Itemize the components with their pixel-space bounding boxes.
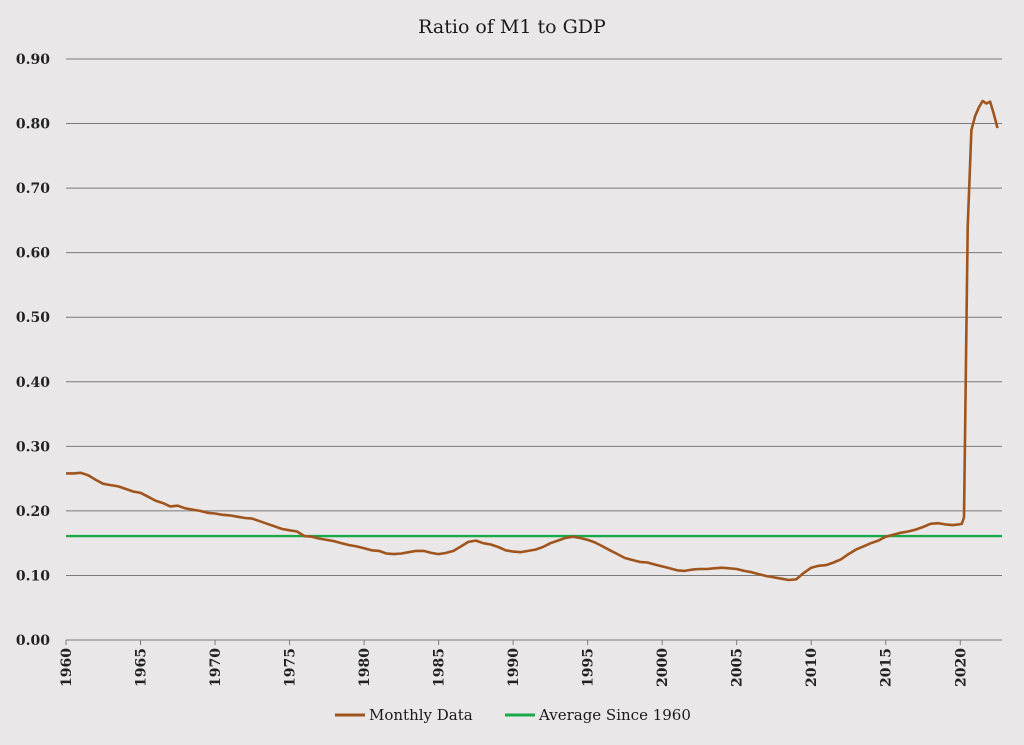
y-tick-label: 0.90: [16, 52, 50, 68]
y-tick-label: 0.10: [16, 568, 50, 584]
x-tick-label: 2020: [953, 648, 969, 687]
x-tick-label: 1965: [134, 648, 150, 687]
legend-label-monthly-data: Monthly Data: [369, 706, 473, 724]
x-tick-label: 1980: [357, 648, 373, 687]
x-tick-label: 2005: [730, 648, 746, 687]
y-axis-ticks: 0.00 0.10 0.20 0.30 0.40 0.50 0.60 0.70 0.80 0.90: [16, 52, 50, 649]
x-tick-label: 2000: [655, 648, 671, 687]
y-tick-label: 0.80: [16, 117, 50, 133]
x-tick-label: 1960: [59, 648, 75, 687]
legend: Monthly Data Average Since 1960: [335, 706, 691, 724]
x-tick-label: 2015: [879, 648, 895, 687]
y-tick-label: 0.40: [16, 375, 50, 391]
x-tick-label: 2010: [804, 648, 820, 687]
series-lines: [66, 99, 1002, 582]
x-tick-label: 1970: [208, 648, 224, 687]
y-tick-label: 0.60: [16, 246, 50, 262]
x-axis-ticks: 1960 1965 1970 1975 1980 1985 1990 1995 2000 2005…: [59, 640, 969, 687]
x-tick-label: 1985: [432, 648, 448, 687]
series-line-monthly-data: [66, 99, 999, 582]
y-tick-label: 0.70: [16, 181, 50, 197]
x-tick-label: 1975: [283, 648, 299, 687]
legend-label-average: Average Since 1960: [538, 706, 691, 724]
chart-title: Ratio of M1 to GDP: [418, 16, 606, 38]
x-tick-label: 1990: [506, 648, 522, 687]
y-tick-label: 0.20: [16, 504, 50, 520]
x-tick-label: 1995: [581, 648, 597, 687]
y-tick-label: 0.00: [16, 633, 50, 649]
y-tick-label: 0.50: [16, 310, 50, 326]
y-tick-label: 0.30: [16, 439, 50, 455]
gridlines: [66, 58, 1002, 641]
